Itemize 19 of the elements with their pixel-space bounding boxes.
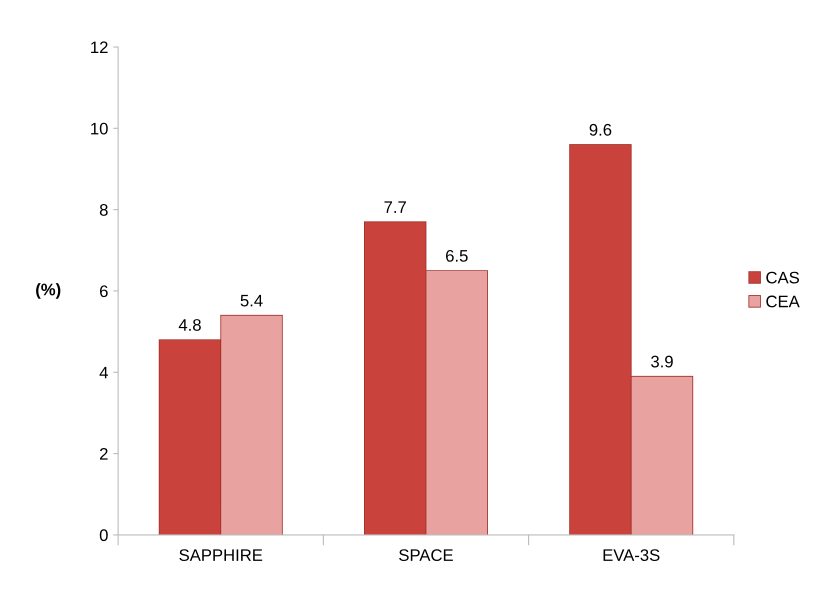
y-tick-label: 12	[91, 41, 108, 54]
x-tick-label: SAPPHIRE	[179, 549, 262, 562]
data-label: 6.5	[446, 250, 468, 262]
data-label: 9.6	[590, 124, 612, 136]
y-tick-label: 2	[100, 448, 108, 460]
y-tick-label: 8	[100, 204, 108, 216]
data-label: 5.4	[240, 294, 263, 306]
legend-label: CEA	[766, 296, 800, 308]
data-label: 4.8	[178, 319, 201, 331]
data-label: 3.9	[651, 356, 673, 368]
y-tick-label: 0	[100, 529, 108, 542]
y-axis-title: (%)	[36, 283, 60, 299]
y-tick-label: 6	[100, 285, 108, 298]
x-tick-label: SPACE	[399, 549, 453, 562]
x-tick-label: EVA-3S	[604, 549, 660, 562]
data-label: 7.7	[384, 201, 406, 213]
y-tick-label: 4	[100, 366, 108, 378]
legend-label: CAS	[766, 272, 799, 284]
y-tick-label: 10	[91, 122, 108, 135]
